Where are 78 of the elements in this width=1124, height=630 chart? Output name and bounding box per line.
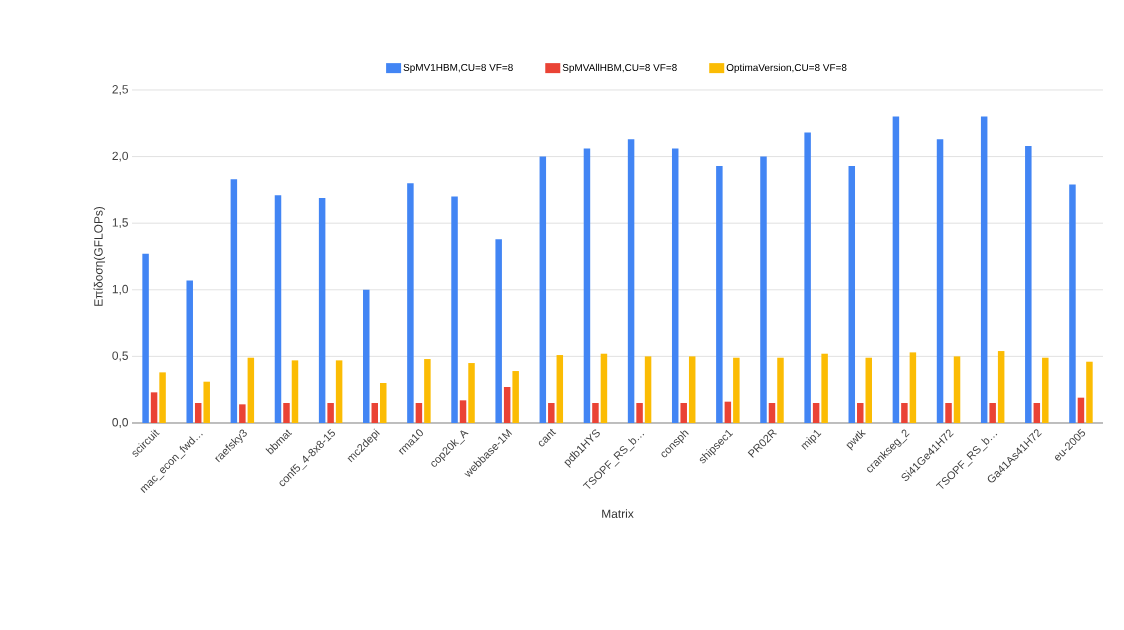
bar bbox=[203, 381, 210, 423]
bar bbox=[159, 372, 166, 423]
bar bbox=[512, 371, 519, 423]
bar bbox=[997, 351, 1005, 423]
bar bbox=[539, 156, 547, 423]
bar bbox=[936, 139, 944, 423]
bar bbox=[495, 239, 502, 423]
bar bbox=[1033, 403, 1041, 423]
bar bbox=[680, 403, 687, 423]
legend-label: OptimaVersion,CU=8 VF=8 bbox=[726, 63, 847, 74]
bar bbox=[150, 392, 158, 423]
bar bbox=[865, 357, 872, 423]
bar bbox=[451, 196, 458, 423]
bar bbox=[901, 403, 908, 423]
bar bbox=[415, 403, 423, 423]
bar bbox=[424, 359, 431, 423]
bar bbox=[468, 363, 475, 423]
bar bbox=[945, 403, 952, 423]
bar bbox=[909, 352, 917, 423]
bar bbox=[380, 383, 387, 423]
bar bbox=[503, 387, 511, 423]
bar bbox=[283, 403, 290, 423]
bar bbox=[636, 403, 643, 423]
bar bbox=[194, 403, 202, 423]
bar bbox=[583, 148, 591, 423]
bar bbox=[857, 403, 864, 423]
bar bbox=[230, 179, 238, 423]
y-tick-label: 1,0 bbox=[112, 284, 129, 295]
bar bbox=[186, 280, 193, 423]
y-tick-label: 1,5 bbox=[112, 218, 128, 229]
bar bbox=[371, 403, 379, 423]
bar bbox=[1086, 361, 1093, 423]
y-tick-label: 2,0 bbox=[112, 151, 129, 162]
bar bbox=[724, 401, 732, 423]
bar bbox=[1042, 357, 1049, 423]
bar bbox=[548, 403, 555, 423]
bar bbox=[804, 132, 811, 423]
bar bbox=[989, 403, 996, 423]
bar bbox=[777, 357, 784, 423]
bar bbox=[812, 403, 820, 423]
bar bbox=[733, 357, 740, 423]
bar bbox=[459, 400, 467, 423]
bar bbox=[760, 156, 767, 423]
bar bbox=[716, 165, 723, 423]
bar bbox=[644, 356, 652, 423]
bar bbox=[768, 403, 776, 423]
bar bbox=[980, 116, 988, 423]
bar bbox=[892, 116, 900, 423]
y-tick-label: 0,0 bbox=[112, 418, 129, 428]
legend-label: SpMV1HBM,CU=8 VF=8 bbox=[403, 63, 513, 73]
bar bbox=[274, 195, 282, 423]
bar bbox=[318, 197, 326, 423]
bar bbox=[592, 403, 599, 423]
x-tick-label: cant bbox=[538, 428, 557, 447]
bar bbox=[688, 356, 696, 423]
bar bbox=[953, 356, 961, 423]
bar bbox=[600, 353, 608, 423]
bar bbox=[291, 360, 299, 423]
bar bbox=[142, 253, 149, 423]
bar bbox=[239, 404, 246, 423]
y-tick-label: 2,5 bbox=[112, 85, 128, 95]
y-axis-title: Επίδοση(GFLOPs) bbox=[93, 206, 106, 306]
bar bbox=[848, 165, 856, 423]
bar bbox=[821, 353, 828, 423]
bar bbox=[627, 139, 635, 423]
y-tick-label: 0,5 bbox=[112, 351, 128, 362]
bar bbox=[1025, 145, 1032, 423]
bar bbox=[556, 355, 564, 423]
bar bbox=[671, 148, 679, 423]
bar bbox=[335, 360, 343, 423]
bar bbox=[1069, 184, 1076, 423]
bar bbox=[407, 183, 414, 423]
bar bbox=[1077, 397, 1085, 423]
bar bbox=[363, 289, 370, 423]
legend-label: SpMVAllHBM,CU=8 VF=8 bbox=[562, 63, 677, 74]
bar bbox=[327, 403, 334, 423]
x-axis-title: Matrix bbox=[602, 509, 634, 518]
bar bbox=[247, 357, 255, 423]
